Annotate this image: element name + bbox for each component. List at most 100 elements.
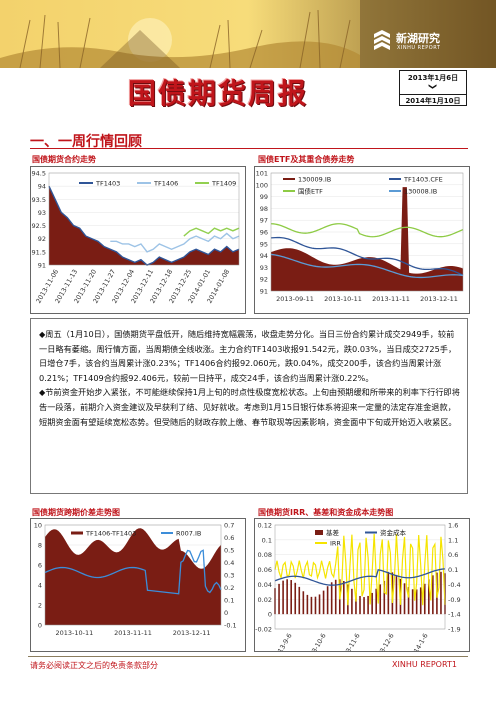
c3-y2-tick-label: 0.7 — [224, 522, 234, 530]
c1-y-tick-label: 94 — [38, 183, 46, 191]
c3-legend-label: R007.IB — [176, 530, 201, 538]
c4-bar-basis — [359, 595, 361, 615]
c3-y2-tick-label: 0.6 — [224, 534, 234, 542]
chart3-container: 0 2 4 6 8 10 -0.1 0 0.1 0.2 0.3 0.4 0.5 0.6 0.7 TF1406-… — [30, 518, 246, 652]
c2-y-tick-label: 97 — [260, 217, 268, 225]
c2-y-tick-label: 91 — [260, 288, 268, 296]
c2-y-tick-label: 95 — [260, 240, 268, 248]
c2-series-TF1403.CFE — [270, 236, 464, 276]
c4-bar-basis — [407, 587, 410, 615]
c3-y2-tick-label: 0.1 — [224, 597, 234, 605]
c4-x-tick-label: 2013-10-6 — [304, 632, 328, 651]
c1-y-tick-label: 93.5 — [32, 196, 46, 204]
c3-y-tick-label: 6 — [38, 562, 42, 570]
c4-y2-tick-label: -0.4 — [448, 581, 461, 589]
c4-x-tick-label: 2013-9-6 — [272, 632, 294, 651]
c4-bar-basis — [379, 584, 382, 615]
chart4-title: 国债期货IRR、基差和资金成本走势图 — [258, 508, 394, 517]
c1-legend-label: TF1403 — [95, 180, 120, 188]
c4-y2-tick-label: 0.1 — [448, 566, 458, 574]
c4-bar-basis — [306, 594, 309, 615]
c4-bar-basis — [355, 592, 357, 615]
c4-bar-basis — [423, 583, 426, 615]
c1-y-tick-label: 92.5 — [32, 222, 46, 230]
footer-report-name: XINHU REPORT — [392, 660, 452, 669]
brand-logo: 新湖研究 XINHU REPORT — [372, 28, 462, 54]
logo-icon — [374, 30, 390, 50]
c3-x-tick-label: 2013-12-11 — [173, 629, 211, 637]
chart2-svg: 91 92 93 94 95 96 97 98 99 100 101 130009.IB TF1403.… — [256, 170, 464, 303]
c3-x-tick-label: 2013-10-11 — [55, 629, 93, 637]
c4-x-tick-label: 2014-1-6 — [408, 632, 430, 651]
c3-y-tick-label: 10 — [34, 522, 42, 530]
c2-x-tick-label: 2013-12-11 — [420, 295, 458, 303]
c4-bar-basis — [428, 579, 430, 615]
c4-bar-basis — [371, 592, 373, 615]
chart3-svg: 0 2 4 6 8 10 -0.1 0 0.1 0.2 0.3 0.4 0.5 0.6 0.7 TF1406-… — [34, 522, 237, 638]
c4-bar-basis — [343, 581, 345, 615]
chart2-title: 国债ETF及其重合债券走势 — [258, 155, 355, 164]
c1-y-tick-label: 92 — [38, 235, 46, 243]
c2-plot-frame — [270, 172, 464, 292]
date-range-box: 2013年1月6日 ❯ 2014年1月10日 — [399, 70, 467, 106]
chart3-title: 国债期货跨期价差走势图 — [32, 508, 120, 517]
c2-y-tick-label: 101 — [256, 170, 268, 178]
c4-y-tick-label: 0.08 — [258, 551, 272, 559]
c4-series-IRR — [274, 533, 446, 606]
c3-area-spread — [45, 528, 221, 625]
c4-bar-basis — [298, 586, 301, 615]
c4-bar-basis — [432, 575, 434, 615]
c4-bar-basis — [290, 580, 292, 615]
c1-y-tick-label: 94.5 — [32, 170, 46, 178]
c4-series-funding-cost — [274, 568, 446, 586]
brand-name-en: XINHU REPORT — [397, 45, 441, 51]
c4-y2-tick-label: -1.4 — [448, 611, 461, 619]
c4-bar-basis — [326, 586, 329, 615]
c4-y-tick-label: 0.04 — [258, 581, 272, 589]
section-heading: 一、一周行情回顾 — [30, 134, 142, 150]
c2-y-tick-label: 92 — [260, 276, 268, 284]
c2-series-国债ETF — [270, 223, 464, 238]
c4-bar-basis — [351, 588, 353, 615]
c4-y2-tick-label: -0.9 — [448, 596, 461, 604]
wheat-field-image — [0, 0, 496, 68]
c2-legend-label: 130009.IB — [298, 176, 331, 184]
chevron-down-icon: ❯ — [428, 83, 438, 90]
c1-legend-label: TF1406 — [153, 180, 178, 188]
c3-y2-tick-label: 0.5 — [224, 547, 234, 555]
c4-y-tick-label: 0.12 — [258, 522, 272, 530]
c4-bar-basis — [415, 589, 418, 615]
date-end: 2014年1月10日 — [400, 94, 466, 106]
c3-y2-tick-label: 0.3 — [224, 572, 234, 580]
c2-x-tick-label: 2013-09-11 — [276, 295, 314, 303]
c3-y-tick-label: 8 — [38, 542, 42, 550]
page-number: 1 — [451, 660, 457, 669]
c4-legend-swatch — [315, 530, 323, 535]
c4-bar-basis — [322, 590, 325, 615]
c3-y2-tick-label: 0 — [224, 609, 228, 617]
c4-bar-basis — [363, 597, 365, 615]
chart1-container: 91 91.5 92 92.5 93 93.5 94 94.5 TF1403 TF1406 TF14… — [30, 166, 246, 314]
c2-legend-label: 130008.IB — [404, 188, 437, 196]
c4-bar-basis — [383, 580, 386, 615]
c4-bar-basis — [286, 579, 288, 615]
chart4-svg: -0.02 0 0.02 0.04 0.06 0.08 0.1 0.12 -1.9 -1.4 -0.… — [255, 522, 461, 666]
c4-bar-basis — [395, 574, 398, 615]
c4-bar-basis — [302, 591, 305, 615]
c4-y2-tick-label: -1.9 — [448, 626, 461, 634]
commentary-paragraph-1: ◆周五（1月10日），国债期货平盘低开，随后维持宽幅震荡，收盘走势分化。当日三份… — [39, 329, 457, 383]
c4-legend-label: IRR — [330, 540, 341, 548]
c2-y-tick-label: 93 — [260, 264, 268, 272]
c3-y-tick-label: 0 — [38, 622, 42, 630]
c4-bar-basis — [318, 594, 321, 615]
section-divider — [30, 148, 468, 149]
c4-bar-basis — [278, 583, 280, 615]
c2-y-tick-label: 99 — [260, 193, 268, 201]
c1-y-tick-label: 91 — [38, 262, 46, 270]
c3-legend-label: TF1406-TF1403 — [85, 530, 136, 538]
c1-area-TF1403 — [49, 186, 239, 265]
chart1-title: 国债期货合约走势 — [32, 155, 96, 164]
c2-area-130009 — [271, 187, 463, 291]
c4-x-tick-label: 2013-11-6 — [338, 632, 362, 651]
c3-y-tick-label: 4 — [38, 582, 42, 590]
